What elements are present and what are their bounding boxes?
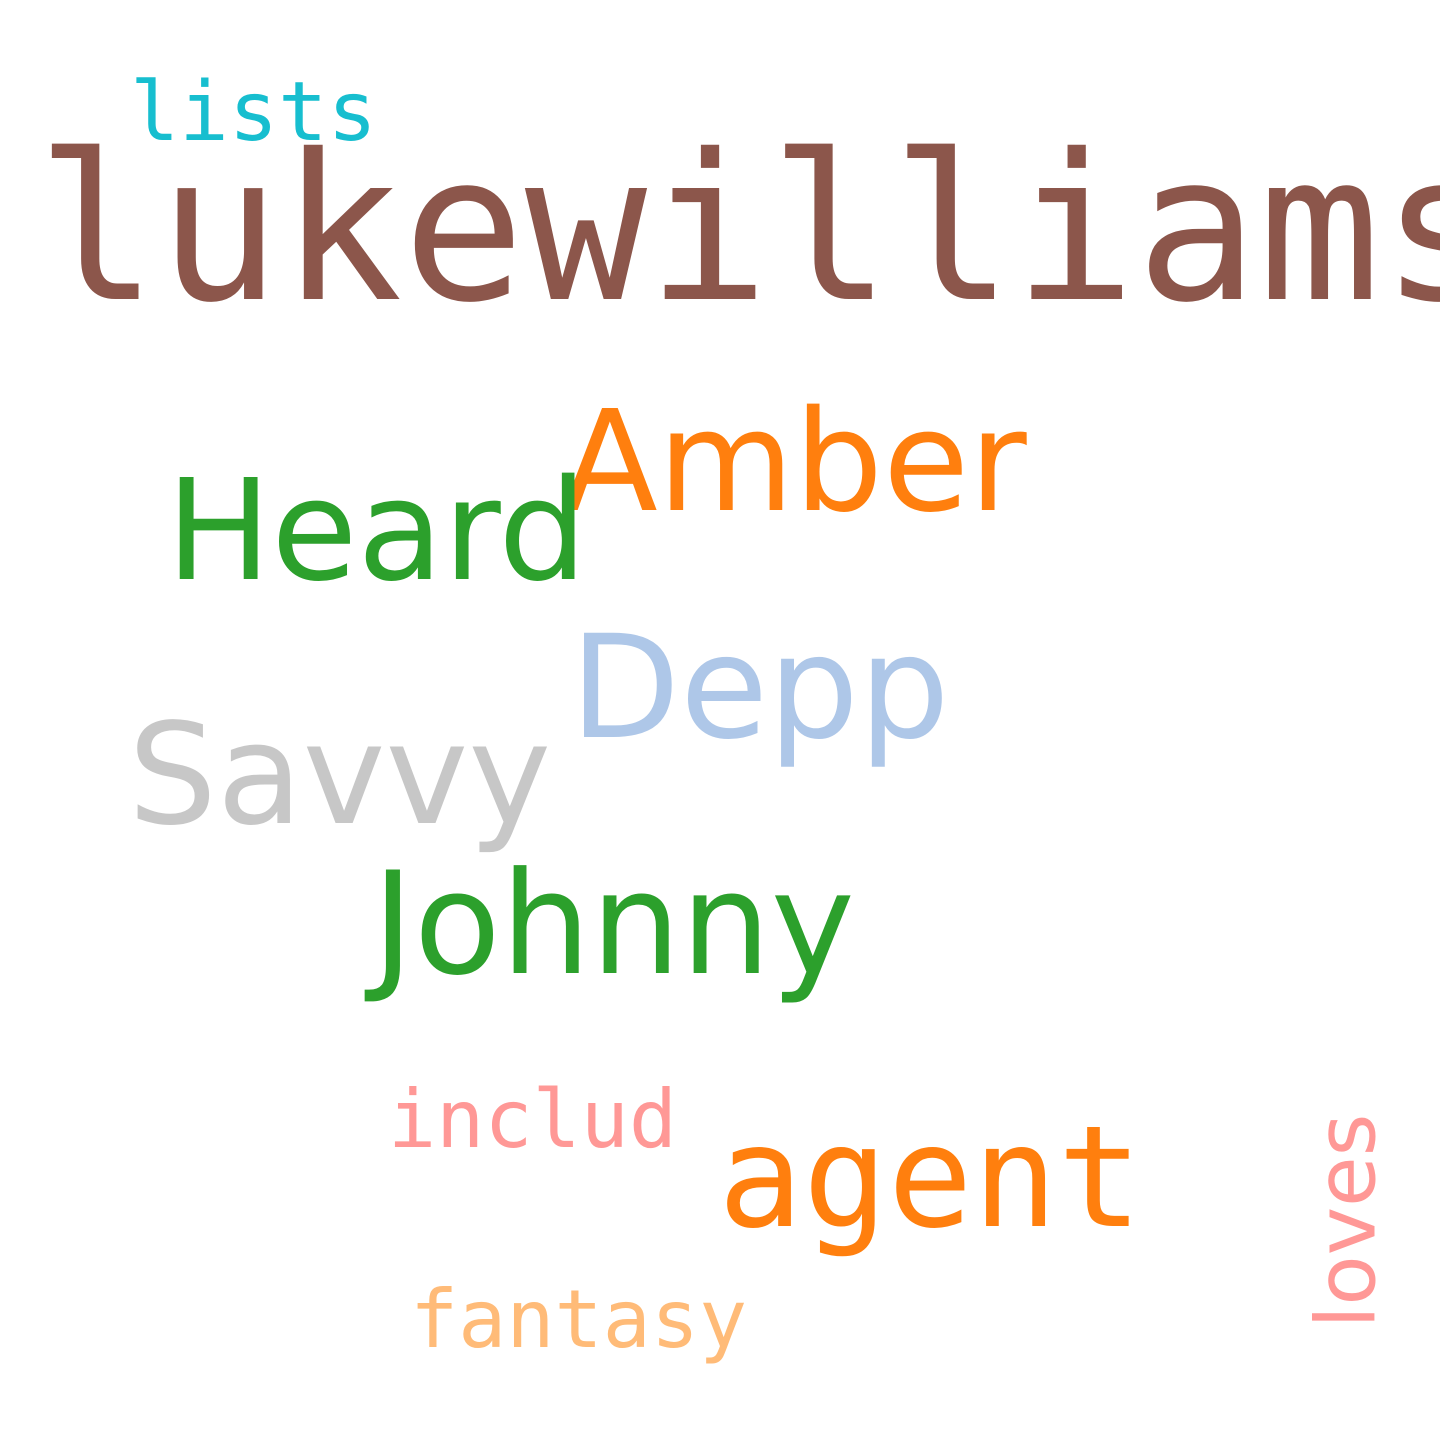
word-johnny: Johnny: [372, 842, 855, 1007]
word-agent: agent: [718, 1096, 1143, 1260]
word-savvy: Savvy: [128, 694, 552, 857]
word-amber: Amber: [562, 381, 1027, 544]
word-fantasy: fantasy: [410, 1273, 748, 1366]
word-lists: lists: [130, 65, 377, 160]
word-includ: includ: [388, 1073, 677, 1166]
word-lukewilliamss: lukewilliamss: [36, 111, 1440, 347]
word-heard: Heard: [166, 450, 588, 613]
word-loves: loves: [1299, 1113, 1395, 1329]
word-depp: Depp: [570, 604, 950, 771]
